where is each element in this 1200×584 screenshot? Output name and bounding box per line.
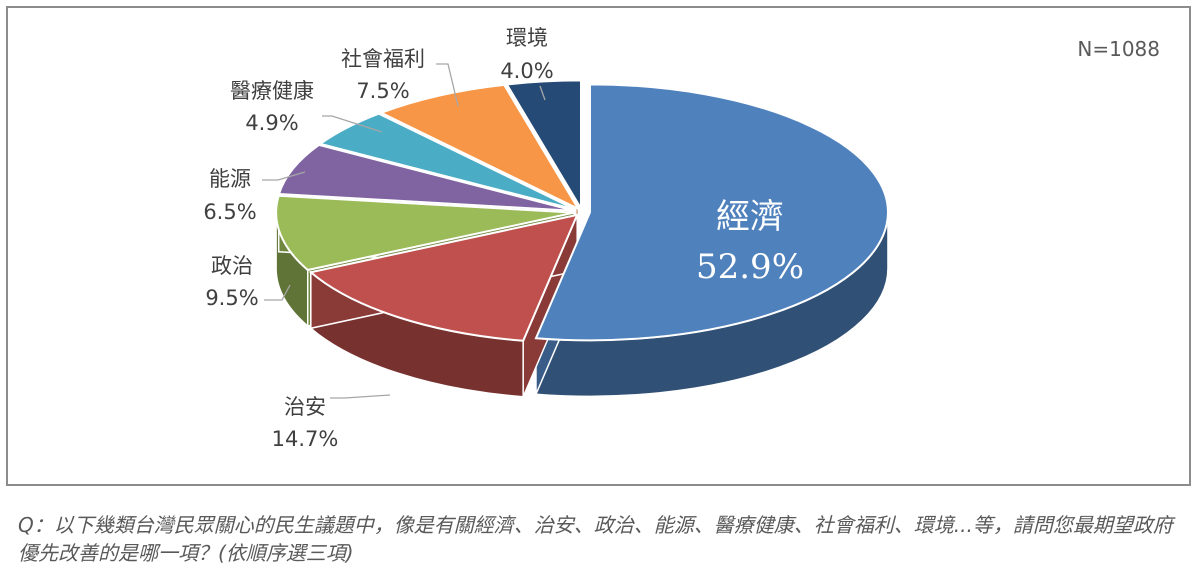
slice-value-energy: 6.5% bbox=[203, 200, 256, 224]
slice-value-healthcare: 4.9% bbox=[245, 111, 298, 135]
slice-value-security: 14.7% bbox=[272, 427, 339, 451]
slice-label-healthcare: 醫療健康 bbox=[230, 79, 314, 103]
sample-size-label: N=1088 bbox=[1077, 37, 1160, 61]
slice-energy bbox=[277, 143, 575, 212]
slice-label-economy: 經濟 bbox=[716, 197, 784, 237]
slice-label-environment: 環境 bbox=[506, 26, 548, 50]
slice-label-welfare: 社會福利 bbox=[341, 47, 425, 71]
leader-lines bbox=[262, 63, 546, 399]
slice-welfare bbox=[378, 83, 581, 212]
slice-economy bbox=[534, 83, 889, 342]
leader-line-healthcare bbox=[322, 115, 383, 133]
slice-label-energy: 能源 bbox=[209, 167, 251, 191]
slice-label-security: 治安 bbox=[284, 395, 326, 419]
slice-value-environment: 4.0% bbox=[500, 59, 553, 83]
slice-value-economy: 52.9% bbox=[696, 247, 804, 287]
leader-line-security bbox=[330, 394, 391, 399]
slice-value-politics: 9.5% bbox=[205, 286, 258, 310]
slice-value-welfare: 7.5% bbox=[356, 79, 409, 103]
slice-environment bbox=[505, 79, 582, 213]
leader-line-politics bbox=[264, 284, 291, 301]
question-note: Q：以下幾類台灣民眾關心的民生議題中，像是有關經濟、治安、政治、能源、醫療健康、… bbox=[18, 513, 1173, 565]
slice-security bbox=[308, 213, 579, 342]
pie-tops bbox=[275, 79, 889, 342]
slice-politics bbox=[275, 194, 575, 272]
slice-labels: 經濟 52.9% 治安 14.7% 政治 9.5% 能源 6.5% 醫療健康 4… bbox=[203, 26, 804, 451]
leader-line-environment bbox=[539, 85, 546, 101]
slice-healthcare bbox=[317, 112, 577, 211]
slice-label-politics: 政治 bbox=[211, 254, 253, 278]
leader-line-energy bbox=[262, 171, 306, 181]
leader-line-welfare bbox=[436, 63, 459, 107]
